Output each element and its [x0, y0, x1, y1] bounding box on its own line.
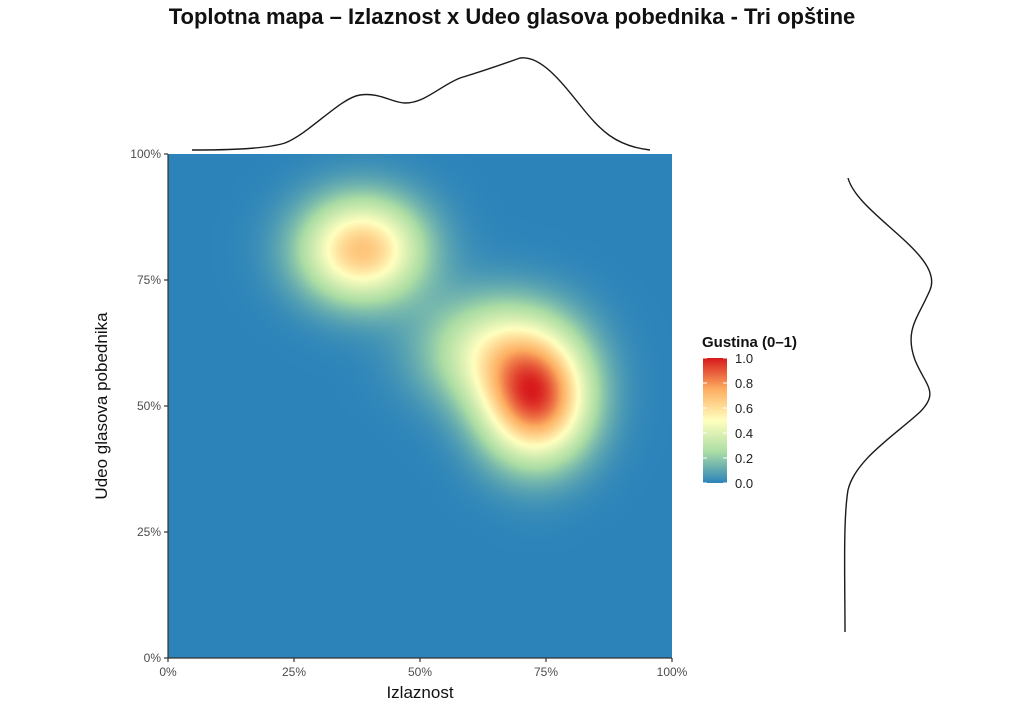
x-tick-label: 75% [534, 665, 558, 679]
y-axis-title: Udeo glasova pobednika [92, 312, 111, 500]
y-tick-label: 100% [130, 147, 161, 161]
x-marginal-density-curve [191, 57, 651, 151]
y-tick-label: 0% [144, 651, 162, 665]
x-tick-label: 50% [408, 665, 432, 679]
y-tick-label: 25% [137, 525, 161, 539]
x-tick-label: 25% [282, 665, 306, 679]
heatmap-panel [168, 154, 672, 658]
colorbar-tick-label: 1.0 [735, 351, 753, 366]
colorbar-ticks: 1.0 0.8 0.6 0.4 0.2 0.0 [703, 351, 753, 491]
x-axis-title: Izlaznost [386, 683, 453, 702]
x-tick-label: 0% [159, 665, 177, 679]
colorbar-title: Gustina (0–1) [702, 334, 797, 351]
y-marginal-density-curve [843, 177, 933, 633]
colorbar-tick-label: 0.8 [735, 376, 753, 391]
x-axis-ticks: 0% 25% 50% 75% 100% [159, 658, 688, 679]
x-tick-label: 100% [657, 665, 688, 679]
y-tick-label: 50% [137, 399, 161, 413]
chart-title: Toplotna mapa – Izlaznost x Udeo glasova… [168, 4, 856, 29]
colorbar-tick-label: 0.0 [735, 476, 753, 491]
y-axis-ticks: 0% 25% 50% 75% 100% [130, 147, 168, 665]
colorbar-tick-label: 0.6 [735, 401, 753, 416]
y-tick-label: 75% [137, 273, 161, 287]
colorbar-tick-label: 0.2 [735, 451, 753, 466]
colorbar-tick-label: 0.4 [735, 426, 753, 441]
colorbar-legend: Gustina (0–1) 1.0 0.8 0.6 0.4 0.2 0.0 [702, 334, 797, 491]
colorbar-gradient [703, 358, 727, 483]
heatmap-density-image [168, 154, 672, 658]
